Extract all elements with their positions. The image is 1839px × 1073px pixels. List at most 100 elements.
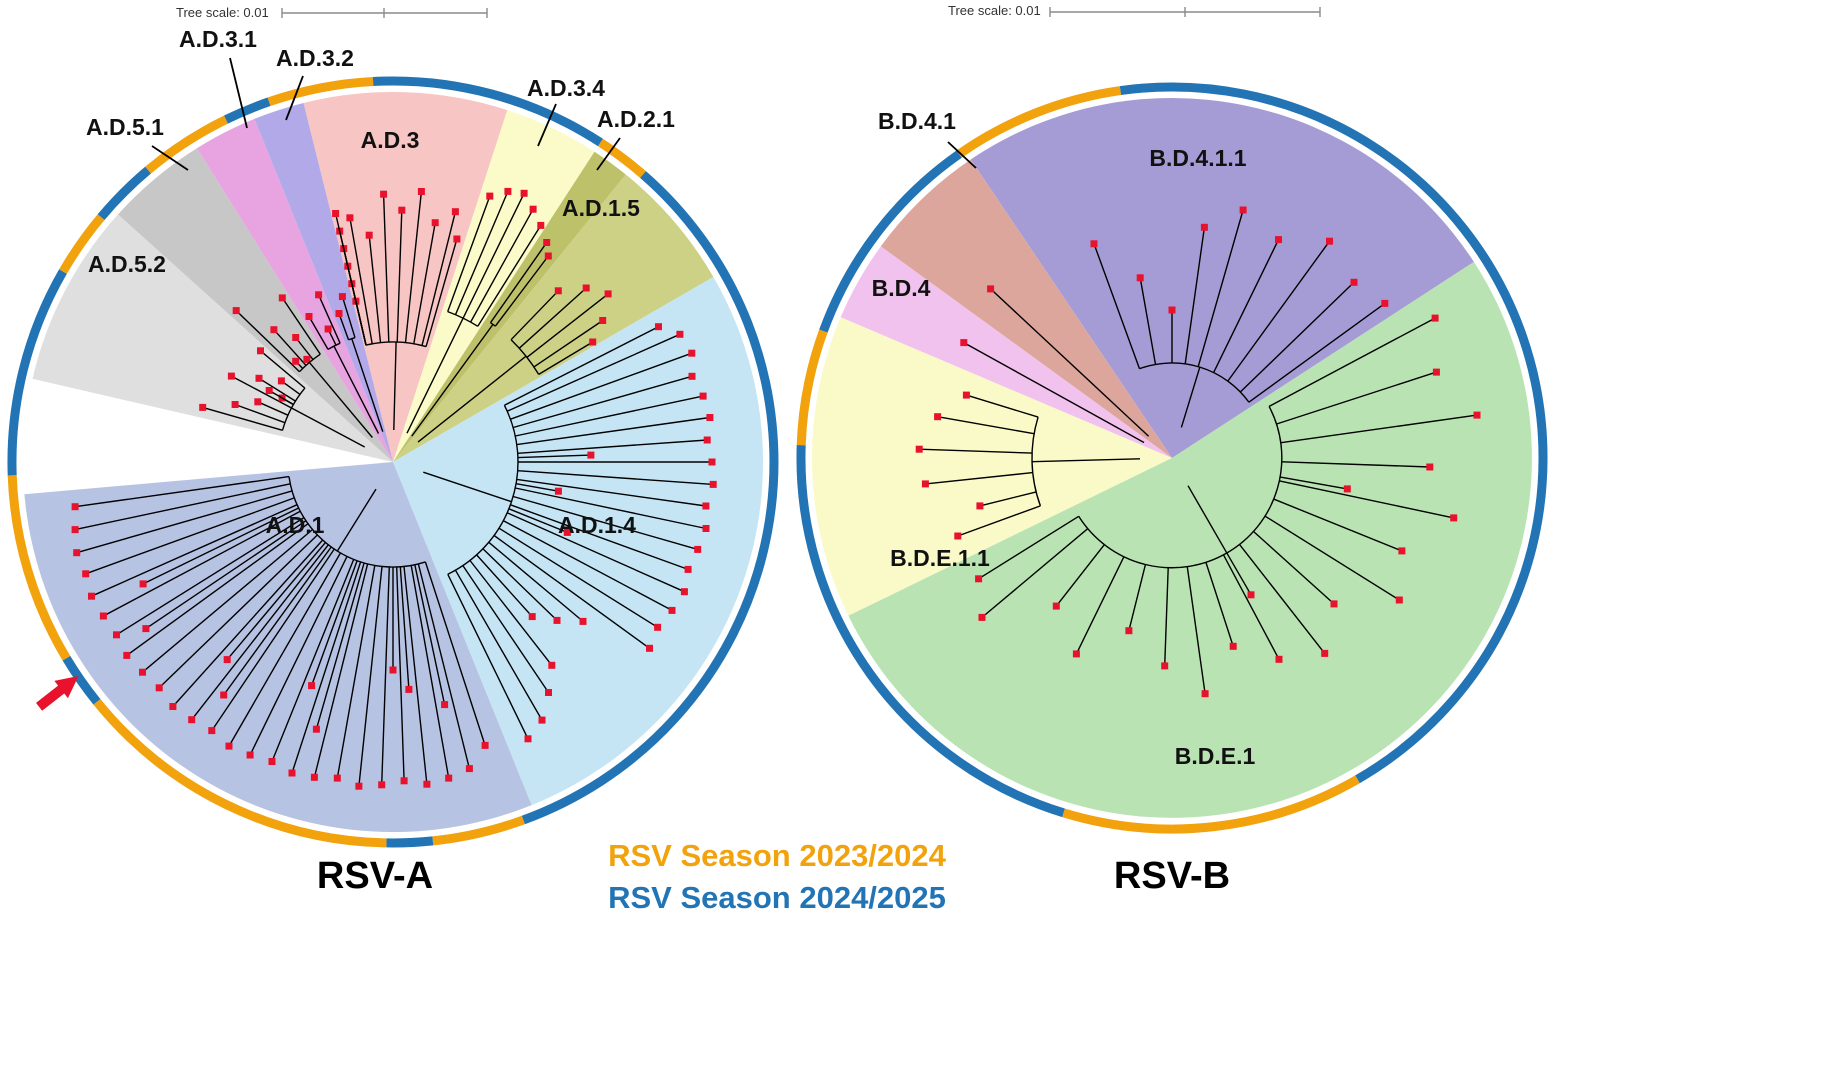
season-ring-segment-orange <box>59 214 105 274</box>
tip-marker <box>231 401 239 408</box>
tip-marker <box>703 436 711 444</box>
tip-marker <box>405 685 413 693</box>
tip-marker <box>976 502 984 510</box>
tip-marker <box>1395 596 1403 604</box>
clade-label-AD3_4: A.D.3.4 <box>527 75 605 101</box>
branch-arc <box>447 310 479 327</box>
clade-label-BDE1: B.D.E.1 <box>1175 743 1256 769</box>
branch <box>425 238 458 347</box>
tip-marker <box>400 777 408 785</box>
tip-marker <box>655 323 662 331</box>
branch <box>358 566 383 787</box>
branch <box>937 416 1035 435</box>
tree-scale-a: Tree scale: 0.01 <box>176 5 488 20</box>
clade-sector-BDE1 <box>848 261 1532 818</box>
branch <box>477 225 542 327</box>
tip-marker <box>688 372 696 380</box>
tip-marker <box>504 187 512 195</box>
branch <box>510 290 559 341</box>
tip-marker <box>312 725 320 733</box>
clade-sector-BD4_1 <box>880 159 1172 458</box>
root-branch <box>1031 458 1141 463</box>
branch <box>513 375 693 429</box>
tip-marker <box>335 310 343 317</box>
clade-sector-AD3 <box>303 92 508 462</box>
branch <box>1205 562 1234 647</box>
tip-marker <box>680 588 688 596</box>
tip-marker <box>529 205 537 213</box>
branch <box>381 566 390 785</box>
branch <box>518 287 587 349</box>
branch <box>382 194 390 343</box>
tip-marker <box>232 307 240 315</box>
branch-arc <box>510 339 540 375</box>
branch <box>454 569 543 721</box>
tip-marker <box>257 347 264 355</box>
branch <box>517 454 591 459</box>
branch <box>990 288 1129 418</box>
branch <box>508 508 568 534</box>
branch <box>476 554 533 618</box>
branch <box>258 377 296 402</box>
branch <box>1222 554 1280 660</box>
tip-marker <box>169 703 177 710</box>
tip-marker <box>465 765 473 773</box>
tip-marker <box>332 210 340 217</box>
tip-marker <box>254 398 262 406</box>
clade-sector-AD3_1 <box>196 118 393 463</box>
clade-sector-BD4_1_1 <box>970 97 1474 458</box>
branch <box>1184 227 1206 364</box>
tip-marker <box>1136 274 1144 282</box>
branch <box>234 403 286 424</box>
branch <box>226 541 327 661</box>
branch <box>979 491 1037 507</box>
tip-marker <box>548 661 556 669</box>
clade-label-AD1: A.D.1 <box>266 512 325 538</box>
branch <box>142 528 314 673</box>
branch <box>315 562 365 730</box>
branch <box>1239 281 1355 393</box>
tip-marker <box>310 773 318 781</box>
branch <box>1197 209 1244 367</box>
branch <box>271 559 355 762</box>
branch <box>504 326 659 406</box>
tip-marker <box>265 387 273 394</box>
tip-marker <box>524 735 532 743</box>
tip-marker <box>324 325 332 333</box>
tip-marker <box>934 413 942 421</box>
branch <box>223 546 332 696</box>
tip-marker <box>441 701 449 709</box>
season-ring-segment-blue <box>97 166 152 221</box>
tree-scale-b: Tree scale: 0.01 <box>948 3 1321 18</box>
tip-marker <box>528 613 536 621</box>
season-ring-segment-orange <box>598 138 646 178</box>
tip-marker <box>1200 223 1208 231</box>
branch <box>1268 317 1436 408</box>
tip-marker <box>123 651 131 659</box>
tip-marker <box>589 338 597 346</box>
rsv-a-title: RSV-A <box>317 855 433 897</box>
tip-marker <box>1275 236 1282 244</box>
tip-marker <box>1321 649 1329 657</box>
branch <box>1279 480 1454 519</box>
tip-marker <box>921 480 929 488</box>
branch <box>1186 566 1206 694</box>
branch <box>228 552 342 747</box>
tip-marker <box>702 502 710 510</box>
tip-marker <box>71 503 79 511</box>
season-ring-segment-blue <box>62 655 101 705</box>
branch <box>517 439 708 454</box>
root-branch <box>351 338 384 432</box>
season-ring-segment-blue <box>1119 82 1548 784</box>
branch <box>966 394 1039 418</box>
tip-marker <box>915 445 923 453</box>
branch <box>396 210 403 343</box>
branch <box>414 564 446 705</box>
clade-label-AD1_5: A.D.1.5 <box>562 195 640 221</box>
tip-marker <box>694 545 702 553</box>
tip-marker <box>486 192 494 200</box>
tip-marker <box>1161 662 1169 670</box>
root-branch <box>411 324 494 437</box>
branch <box>513 495 698 551</box>
